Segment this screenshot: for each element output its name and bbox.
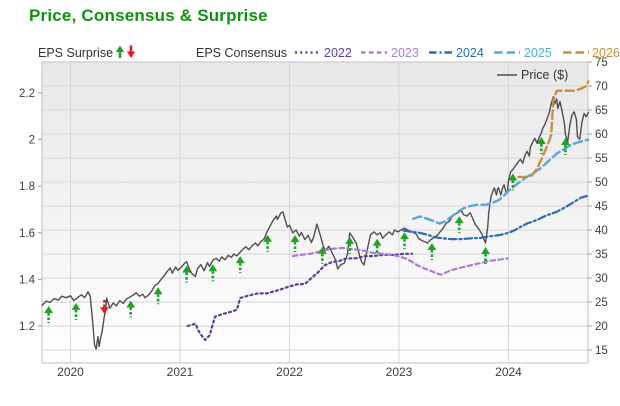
surprise-up-arrow [208, 264, 218, 272]
series-eps-consensus-2024 [402, 194, 590, 241]
x-axis-label: 2020 [57, 365, 84, 379]
page-title: Price, Consensus & Surprise [29, 6, 268, 25]
left-axis-label: 2 [29, 135, 35, 147]
surprise-up-arrow [454, 216, 464, 224]
series-eps-consensus-2025 [412, 138, 590, 225]
series-eps-consensus-2026 [517, 80, 590, 179]
plot-area [42, 62, 588, 363]
right-axis-label: 40 [595, 225, 608, 237]
right-axis-label: 20 [595, 321, 608, 333]
legend-item-label: 2025 [524, 46, 552, 60]
x-axis-label: 2022 [276, 365, 303, 379]
surprise-up-arrow [427, 242, 437, 250]
axis-labels: 75 70 65 60 55 50 45 40 35 30 25 20 15 2.2 2 1.8 1.6 1.4 1… [19, 57, 608, 379]
legend-item-2026: 2026 [563, 46, 620, 60]
legend-item-2023: 2023 [361, 46, 419, 60]
x-axis-label: 2023 [386, 365, 413, 379]
right-axis-label: 15 [595, 345, 608, 357]
legend-item-label: 2024 [456, 46, 484, 60]
series-price- [41, 95, 590, 350]
series-eps-consensus-2023 [291, 246, 509, 276]
left-axis-label: 1.8 [19, 181, 35, 193]
surprise-markers [44, 137, 570, 323]
legend-item-2025: 2025 [494, 46, 552, 60]
left-axis-label: 1.6 [19, 228, 35, 240]
legend-up-arrow-icon [115, 45, 125, 52]
surprise-up-arrow [536, 137, 546, 145]
gridlines [42, 61, 588, 363]
surprise-up-arrow [400, 232, 409, 240]
surprise-up-arrow [481, 246, 490, 254]
surprise-up-arrow [44, 306, 53, 313]
left-axis-label: 2.2 [19, 88, 35, 100]
plot-border [41, 61, 589, 364]
surprise-up-arrow [235, 256, 245, 264]
legend: EPS Surprise EPS Consensus 2022 2023 2024 202… [38, 45, 620, 60]
right-axis-label: 60 [595, 129, 608, 141]
legend-down-arrow-icon [126, 51, 136, 58]
surprise-up-arrow [290, 234, 300, 242]
surprise-up-arrow [126, 300, 136, 308]
surprise-up-arrow [317, 246, 327, 254]
right-axis-label: 65 [595, 105, 608, 117]
legend-item-label: 2026 [592, 46, 620, 60]
legend-item-2022: 2022 [295, 46, 352, 60]
surprise-up-arrow [153, 287, 163, 295]
left-axis-label: 1.4 [19, 274, 36, 286]
right-axis-label: 55 [595, 153, 608, 165]
right-axis-label: 50 [595, 177, 608, 189]
surprise-up-arrow [508, 173, 518, 181]
legend-item-label: 2022 [324, 46, 352, 60]
eps-surprise-label: EPS Surprise [38, 46, 113, 60]
surprise-up-arrow [561, 138, 570, 145]
legend-item-price: Price ($) [497, 68, 568, 82]
right-axis-label: 70 [595, 81, 608, 93]
legend-item-label: 2023 [391, 46, 419, 60]
surprise-up-arrow [372, 238, 382, 246]
left-axis-label: 1.2 [19, 321, 35, 333]
x-axis-label: 2024 [495, 365, 522, 379]
surprise-up-arrow [263, 234, 272, 242]
right-axis-label: 30 [595, 273, 608, 285]
surprise-up-arrow [345, 236, 355, 244]
right-axis-label: 75 [595, 57, 608, 69]
right-axis-label: 25 [595, 297, 608, 309]
x-axis-label: 2021 [167, 365, 194, 379]
legend-item-2024: 2024 [429, 46, 484, 60]
right-axis-label: 35 [595, 249, 608, 261]
eps-consensus-label: EPS Consensus [196, 46, 287, 60]
surprise-down-arrow [100, 307, 109, 315]
right-axis-label: 45 [595, 201, 608, 213]
price-legend-label: Price ($) [521, 68, 568, 82]
series-eps-consensus-2022 [186, 252, 414, 342]
surprise-up-arrow [182, 265, 191, 273]
surprise-up-arrow [71, 302, 81, 310]
